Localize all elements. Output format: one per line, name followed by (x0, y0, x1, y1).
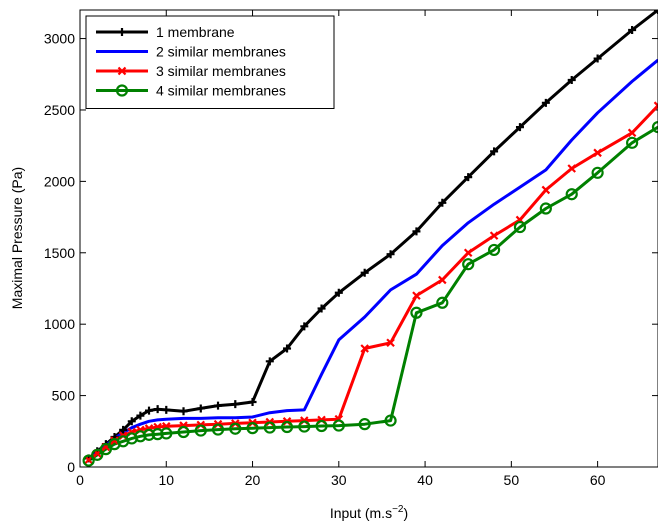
series-1-point-plus-marker (249, 398, 257, 406)
y-tick-label: 1500 (44, 245, 75, 261)
x-tick-label: 10 (158, 472, 174, 488)
y-tick-label: 500 (52, 388, 76, 404)
series-1-point-plus-marker (162, 406, 170, 414)
series-3-point-x-marker (542, 186, 549, 193)
y-tick-label: 2000 (44, 173, 75, 189)
x-axis-title-exponent: −2 (392, 504, 404, 515)
y-tick-label: 0 (67, 459, 75, 475)
series-1-point-plus-marker (197, 404, 205, 412)
y-tick-label: 3000 (44, 31, 75, 47)
legend-entry-1-label: 1 membrane (156, 24, 235, 40)
legend: 1 membrane 2 similar membranes 3 similar m… (86, 16, 334, 109)
legend-entry-4-label: 4 similar membranes (156, 83, 286, 99)
legend-entry-3-label: 3 similar membranes (156, 63, 286, 79)
series-3-line (89, 106, 658, 460)
legend-entry-2-label: 2 similar membranes (156, 44, 286, 60)
series-1-point-plus-marker (180, 407, 188, 415)
x-axis-title-main: Input (m.s (330, 505, 392, 521)
series-2-line (89, 60, 658, 459)
y-tick-label: 1000 (44, 316, 75, 332)
x-tick-label: 20 (245, 472, 261, 488)
x-axis-title: Input (m.s−2) (330, 504, 408, 521)
x-tick-label: 0 (76, 472, 84, 488)
series-1-point-plus-marker (231, 400, 239, 408)
x-tick-label: 30 (331, 472, 347, 488)
y-axis-title: Maximal Pressure (Pa) (9, 167, 25, 309)
x-tick-label: 50 (504, 472, 520, 488)
x-axis-title-suffix: ) (403, 505, 408, 521)
series-1-point-plus-marker (214, 402, 222, 410)
x-tick-label: 40 (417, 472, 433, 488)
series-1-point-plus-marker (154, 405, 162, 413)
x-tick-label: 60 (590, 472, 606, 488)
y-tick-label: 2500 (44, 102, 75, 118)
